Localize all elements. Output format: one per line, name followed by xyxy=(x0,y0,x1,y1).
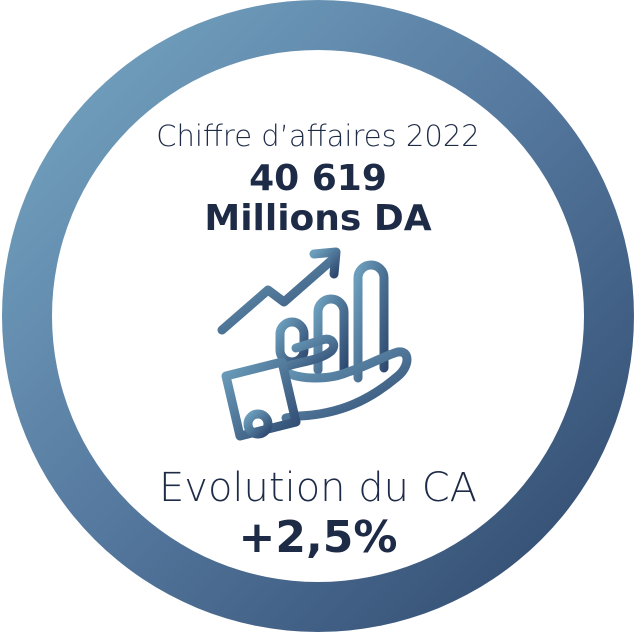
trend-arrow xyxy=(217,255,337,335)
growth-icon xyxy=(217,247,412,441)
evolution-value: +2,5% xyxy=(239,512,398,563)
palm xyxy=(281,347,412,423)
bar-tall xyxy=(353,260,389,383)
title: Chiffre d’affaires 2022 xyxy=(156,119,479,153)
revenue-unit: Millions DA xyxy=(204,198,431,239)
cuff xyxy=(221,357,301,441)
thumb xyxy=(283,334,339,371)
arrow-head xyxy=(309,247,341,279)
revenue-amount: 40 619 xyxy=(249,158,387,199)
cuff-button xyxy=(243,409,273,439)
evolution-label: Evolution du CA xyxy=(159,465,477,511)
bar-medium xyxy=(313,294,349,377)
